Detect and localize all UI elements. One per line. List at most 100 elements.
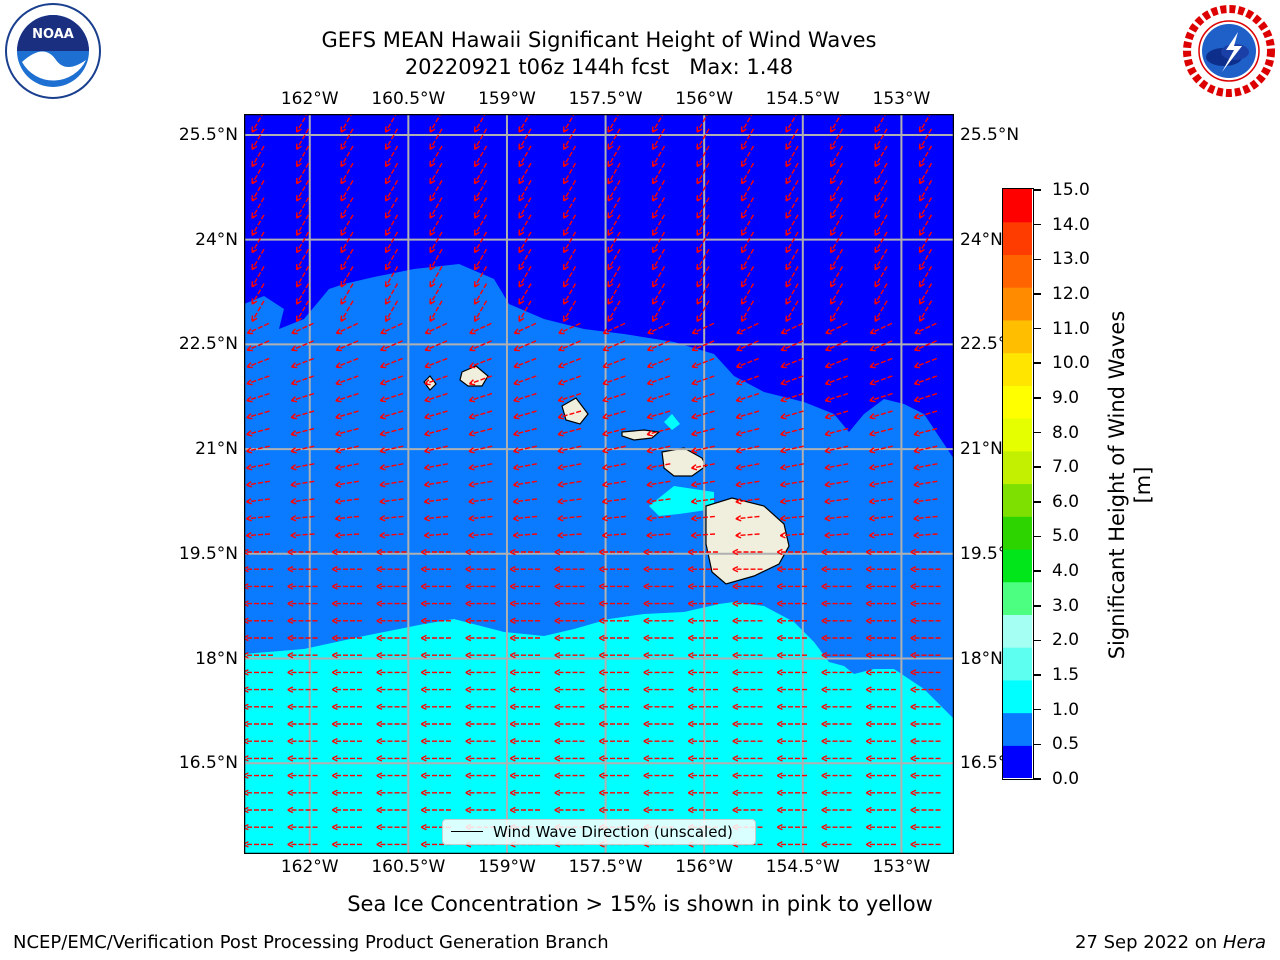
wave-direction-arrow (600, 480, 626, 488)
wave-direction-arrow (785, 248, 799, 272)
wave-direction-arrow (288, 498, 315, 505)
wave-direction-arrow (912, 410, 938, 420)
wave-direction-arrow (686, 565, 718, 573)
wave-direction-arrow (463, 651, 496, 659)
wave-direction-arrow (597, 772, 629, 779)
wave-direction-arrow (285, 617, 318, 625)
wave-direction-arrow (740, 180, 755, 203)
wave-direction-arrow (374, 669, 407, 676)
wave-direction-arrow (778, 410, 804, 420)
nws-logo (1180, 2, 1278, 100)
wave-direction-arrow (285, 755, 318, 762)
wave-direction-arrow (378, 463, 404, 471)
wave-direction-arrow (819, 806, 852, 814)
wave-direction-arrow (641, 720, 674, 728)
colorbar-swatch-5 (1003, 581, 1032, 615)
wave-direction-arrow (785, 162, 799, 186)
wave-direction-arrow (734, 427, 760, 437)
wave-direction-arrow (508, 617, 540, 625)
lon-tick-bottom-5: 154.5°W (765, 857, 840, 877)
colorbar-swatch-6 (1003, 548, 1032, 583)
wave-direction-arrow (823, 463, 849, 471)
wave-direction-arrow (730, 789, 763, 797)
wave-direction-arrow (867, 515, 893, 522)
wave-direction-arrow (340, 197, 354, 220)
island-kauai (459, 365, 489, 387)
wave-direction-arrow (244, 686, 273, 693)
wave-direction-arrow (645, 410, 671, 420)
wave-direction-arrow (597, 583, 629, 590)
wave-direction-arrow (289, 463, 315, 471)
wave-direction-arrow (244, 823, 273, 831)
wave-direction-arrow (330, 789, 362, 797)
wave-direction-arrow (600, 463, 626, 471)
wave-direction-arrow (651, 283, 666, 306)
wave-direction-arrow (740, 162, 755, 186)
wave-direction-arrow (333, 410, 359, 420)
lon-tick-top-2: 159°W (478, 89, 536, 109)
wave-direction-arrow (785, 180, 799, 203)
wave-direction-arrow (867, 427, 893, 437)
wave-direction-arrow (473, 300, 488, 323)
wave-direction-arrow (645, 375, 671, 386)
wave-direction-arrow (244, 755, 273, 762)
wave-direction-arrow (508, 789, 540, 797)
colorbar-tick-mark-15 (1034, 708, 1041, 711)
wave-direction-arrow (778, 463, 804, 471)
wave-direction-arrow (518, 197, 532, 220)
wave-direction-arrow (779, 322, 804, 335)
wave-direction-arrow (819, 651, 852, 659)
wave-direction-arrow (330, 703, 362, 711)
wave-direction-arrow (734, 357, 759, 369)
colorbar-tick-16: 0.5 (1052, 734, 1080, 755)
wave-direction-arrow (467, 375, 493, 386)
wave-direction-arrow (641, 686, 674, 693)
wave-direction-arrow (518, 300, 532, 323)
colorbar-tick-6: 9.0 (1052, 387, 1080, 408)
wave-direction-arrow (607, 231, 621, 255)
lon-tick-top-1: 160.5°W (371, 89, 446, 109)
wave-direction-arrow (696, 300, 710, 323)
colorbar-label: Significant Height of Wind Waves [m] (1105, 310, 1155, 660)
wave-direction-arrow (512, 340, 537, 352)
wave-direction-arrow (374, 600, 407, 607)
colorbar-tick-8: 7.0 (1052, 457, 1080, 478)
colorbar-tick-mark-10 (1034, 535, 1041, 538)
wave-direction-arrow (908, 600, 941, 607)
wave-direction-arrow (333, 498, 359, 505)
wave-direction-arrow (518, 248, 532, 272)
wave-direction-arrow (696, 231, 710, 255)
wave-direction-arrow (819, 600, 852, 607)
wave-direction-arrow (641, 772, 674, 779)
wave-direction-arrow (244, 841, 273, 848)
wave-direction-arrow (730, 634, 763, 642)
wave-direction-arrow (244, 772, 273, 779)
wave-direction-arrow (823, 480, 849, 488)
wave-direction-arrow (511, 463, 537, 471)
wave-direction-arrow (868, 392, 893, 403)
wave-direction-arrow (775, 600, 807, 607)
band-1.0-1.5-north (649, 414, 714, 516)
colorbar-tick-mark-14 (1034, 674, 1041, 676)
wave-direction-arrow (251, 162, 265, 186)
wave-direction-arrow (912, 427, 938, 437)
wave-direction-arrow (597, 789, 629, 797)
wave-direction-arrow (508, 772, 540, 779)
wave-direction-arrow (597, 703, 629, 711)
wave-direction-arrow (555, 531, 582, 539)
wave-direction-arrow (556, 375, 582, 386)
wave-direction-arrow (775, 548, 807, 556)
wave-direction-arrow (330, 720, 362, 728)
wave-direction-arrow (556, 340, 581, 352)
wave-direction-arrow (864, 806, 896, 814)
lat-tick-left-3: 21°N (195, 439, 238, 460)
wave-direction-arrow (641, 789, 674, 797)
wave-direction-arrow (822, 515, 849, 522)
wave-direction-arrow (340, 283, 354, 306)
wave-direction-arrow (556, 463, 582, 471)
wave-direction-arrow (867, 445, 893, 454)
wave-direction-arrow (330, 548, 362, 556)
wave-direction-arrow (466, 515, 493, 522)
wave-direction-arrow (651, 248, 666, 272)
wave-direction-arrow (864, 703, 896, 711)
